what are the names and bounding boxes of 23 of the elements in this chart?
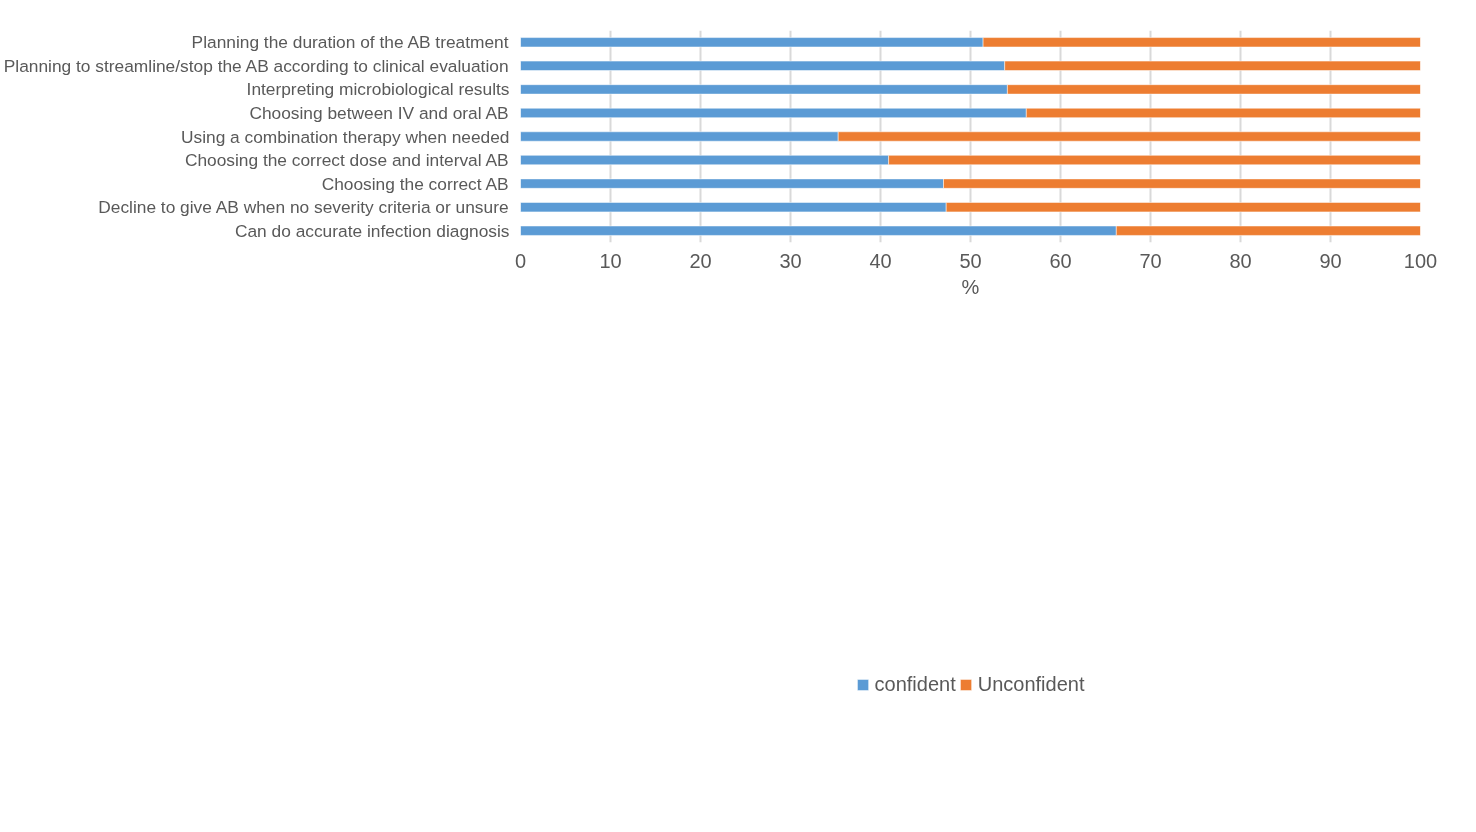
y-tick-label: Decline to give AB when no severity criteria or unsure bbox=[98, 197, 509, 218]
x-tick-label: 70 bbox=[1139, 249, 1162, 272]
y-tick-label: Planning the duration of the AB treatment bbox=[191, 32, 509, 53]
x-tick-label: 30 bbox=[779, 249, 802, 272]
y-tick-label: Interpreting microbiological results bbox=[246, 79, 510, 100]
x-axis-title: % bbox=[961, 275, 980, 298]
y-tick-label: Using a combination therapy when needed bbox=[181, 126, 510, 147]
y-tick-label: Can do accurate infection diagnosis bbox=[234, 220, 510, 241]
x-tick-label: 40 bbox=[869, 249, 892, 272]
x-tick-label: 100 bbox=[1403, 249, 1438, 272]
y-tick-label: Planning to streamline/stop the AB according to clinical evaluation bbox=[3, 55, 509, 76]
legend-label: confident bbox=[874, 672, 956, 696]
x-tick-label: 20 bbox=[689, 249, 712, 272]
x-tick-label: 60 bbox=[1049, 249, 1072, 272]
x-tick-label: 10 bbox=[599, 249, 622, 272]
y-tick-label: Choosing the correct dose and interval AB bbox=[184, 150, 509, 171]
x-tick-label: 50 bbox=[959, 249, 982, 272]
legend-label: Unconfident bbox=[977, 672, 1085, 696]
y-tick-label: Choosing the correct AB bbox=[321, 173, 509, 194]
x-tick-label: 90 bbox=[1319, 249, 1342, 272]
x-tick-label: 0 bbox=[514, 249, 527, 272]
x-tick-label: 80 bbox=[1229, 249, 1252, 272]
y-tick-label: Choosing between IV and oral AB bbox=[249, 102, 509, 123]
